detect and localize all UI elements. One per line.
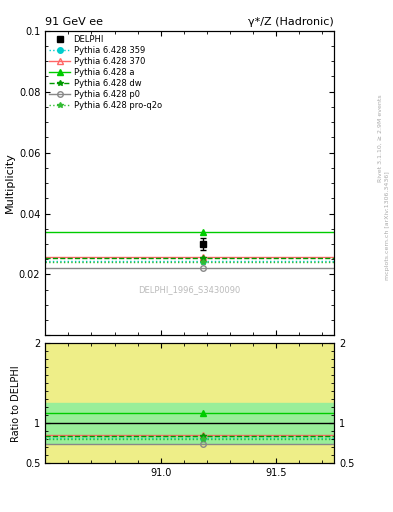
Bar <box>45 343 334 463</box>
Bar <box>45 403 334 443</box>
Text: Rivet 3.1.10, ≥ 2.9M events: Rivet 3.1.10, ≥ 2.9M events <box>378 94 383 182</box>
Text: 91 GeV ee: 91 GeV ee <box>45 17 103 27</box>
Y-axis label: Multiplicity: Multiplicity <box>5 153 15 214</box>
Y-axis label: Ratio to DELPHI: Ratio to DELPHI <box>11 365 21 441</box>
Text: mcplots.cern.ch [arXiv:1306.3436]: mcplots.cern.ch [arXiv:1306.3436] <box>385 171 389 280</box>
Text: DELPHI_1996_S3430090: DELPHI_1996_S3430090 <box>138 285 241 294</box>
Legend: DELPHI, Pythia 6.428 359, Pythia 6.428 370, Pythia 6.428 a, Pythia 6.428 dw, Pyt: DELPHI, Pythia 6.428 359, Pythia 6.428 3… <box>48 33 163 112</box>
Text: γ*/Z (Hadronic): γ*/Z (Hadronic) <box>248 17 334 27</box>
